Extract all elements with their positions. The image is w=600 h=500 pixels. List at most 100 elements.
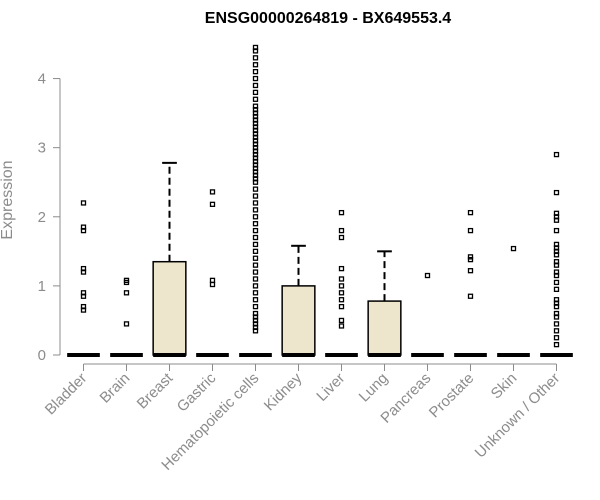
outlier-point	[252, 234, 259, 241]
outlier-point	[80, 290, 87, 296]
box-group	[497, 245, 530, 357]
box-group	[325, 209, 358, 357]
outlier-point	[467, 254, 474, 260]
outlier-point	[209, 281, 216, 288]
box-iqr	[367, 300, 402, 356]
outlier-point	[252, 207, 259, 213]
outlier-point	[467, 227, 474, 234]
outlier-point	[252, 200, 259, 206]
outlier-point	[252, 310, 259, 317]
y-axis-label: Expression	[0, 160, 16, 239]
box-group	[540, 151, 573, 357]
outlier-point	[209, 189, 216, 195]
x-tick-label: Lung	[356, 370, 392, 406]
chart-title: ENSG00000264819 - BX649553.4	[205, 10, 452, 27]
outlier-point	[252, 82, 259, 89]
outlier-point	[80, 200, 87, 206]
outlier-point	[553, 279, 560, 286]
outlier-point	[338, 290, 345, 296]
outlier-point	[338, 317, 345, 324]
outlier-point	[80, 265, 87, 272]
outlier-point	[553, 286, 560, 292]
x-tick-label: Bladder	[42, 370, 91, 419]
outlier-point	[553, 259, 560, 265]
box-group	[196, 189, 229, 357]
box-group	[152, 161, 187, 357]
outlier-point	[553, 269, 560, 275]
outlier-point	[80, 224, 87, 230]
box-series	[67, 44, 573, 357]
outlier-point	[338, 234, 345, 241]
outlier-point	[467, 268, 474, 274]
box-group	[411, 272, 444, 357]
outlier-point	[553, 189, 560, 196]
outlier-point	[553, 321, 560, 327]
outlier-point	[252, 68, 259, 75]
outlier-point	[252, 248, 259, 254]
outlier-point	[467, 209, 474, 216]
outlier-point	[510, 245, 517, 252]
outlier-point	[553, 227, 560, 234]
box-iqr	[152, 260, 187, 356]
outlier-point	[252, 193, 259, 199]
box-group	[367, 250, 402, 357]
box-group	[281, 244, 316, 357]
outlier-point	[553, 297, 560, 303]
y-tick-label: 4	[38, 71, 46, 88]
y-tick-label: 0	[38, 347, 46, 364]
outlier-point	[467, 256, 474, 263]
outlier-point	[553, 241, 560, 248]
outlier-point	[252, 103, 259, 109]
outlier-point	[252, 55, 259, 61]
y-tick-label: 2	[38, 209, 46, 226]
outlier-point	[252, 297, 259, 303]
y-axis: 0 1 2 3 4	[38, 71, 61, 364]
outlier-point	[252, 186, 259, 192]
outlier-point	[553, 341, 560, 348]
outlier-point	[252, 44, 259, 51]
outlier-point	[338, 297, 345, 303]
outlier-point	[123, 277, 130, 284]
box-group	[67, 200, 100, 357]
outlier-point	[553, 151, 560, 158]
outlier-point	[123, 290, 130, 296]
x-tick-label: Liver	[313, 370, 348, 405]
outlier-point	[252, 276, 259, 282]
outlier-point	[553, 210, 560, 216]
outlier-point	[252, 241, 259, 248]
outlier-point	[252, 227, 259, 234]
outlier-point	[553, 310, 560, 317]
x-tick-label: Brain	[97, 370, 134, 407]
y-tick-label: 1	[38, 278, 46, 295]
outlier-point	[467, 293, 474, 299]
outlier-point	[553, 335, 560, 341]
x-tick-label: Breast	[134, 369, 177, 412]
outlier-point	[252, 303, 259, 310]
outlier-point	[123, 321, 130, 327]
box-group	[110, 277, 143, 357]
outlier-point	[209, 277, 216, 284]
outlier-point	[252, 290, 259, 296]
box-iqr	[281, 285, 316, 356]
outlier-point	[252, 75, 259, 82]
outlier-point	[252, 283, 259, 289]
box-group	[454, 209, 487, 357]
outlier-point	[338, 323, 345, 329]
outlier-point	[338, 227, 345, 234]
outlier-point	[338, 265, 345, 272]
outlier-point	[252, 214, 259, 220]
y-tick-label: 3	[38, 140, 46, 157]
outlier-point	[424, 272, 431, 279]
box-group	[239, 44, 272, 357]
outlier-point	[252, 262, 259, 268]
outlier-point	[252, 255, 259, 261]
outlier-point	[80, 303, 87, 310]
outlier-point	[338, 276, 345, 282]
outlier-point	[252, 269, 259, 275]
outlier-point	[338, 209, 345, 216]
outlier-point	[252, 221, 259, 227]
outlier-point	[252, 96, 259, 102]
outlier-point	[209, 201, 216, 207]
